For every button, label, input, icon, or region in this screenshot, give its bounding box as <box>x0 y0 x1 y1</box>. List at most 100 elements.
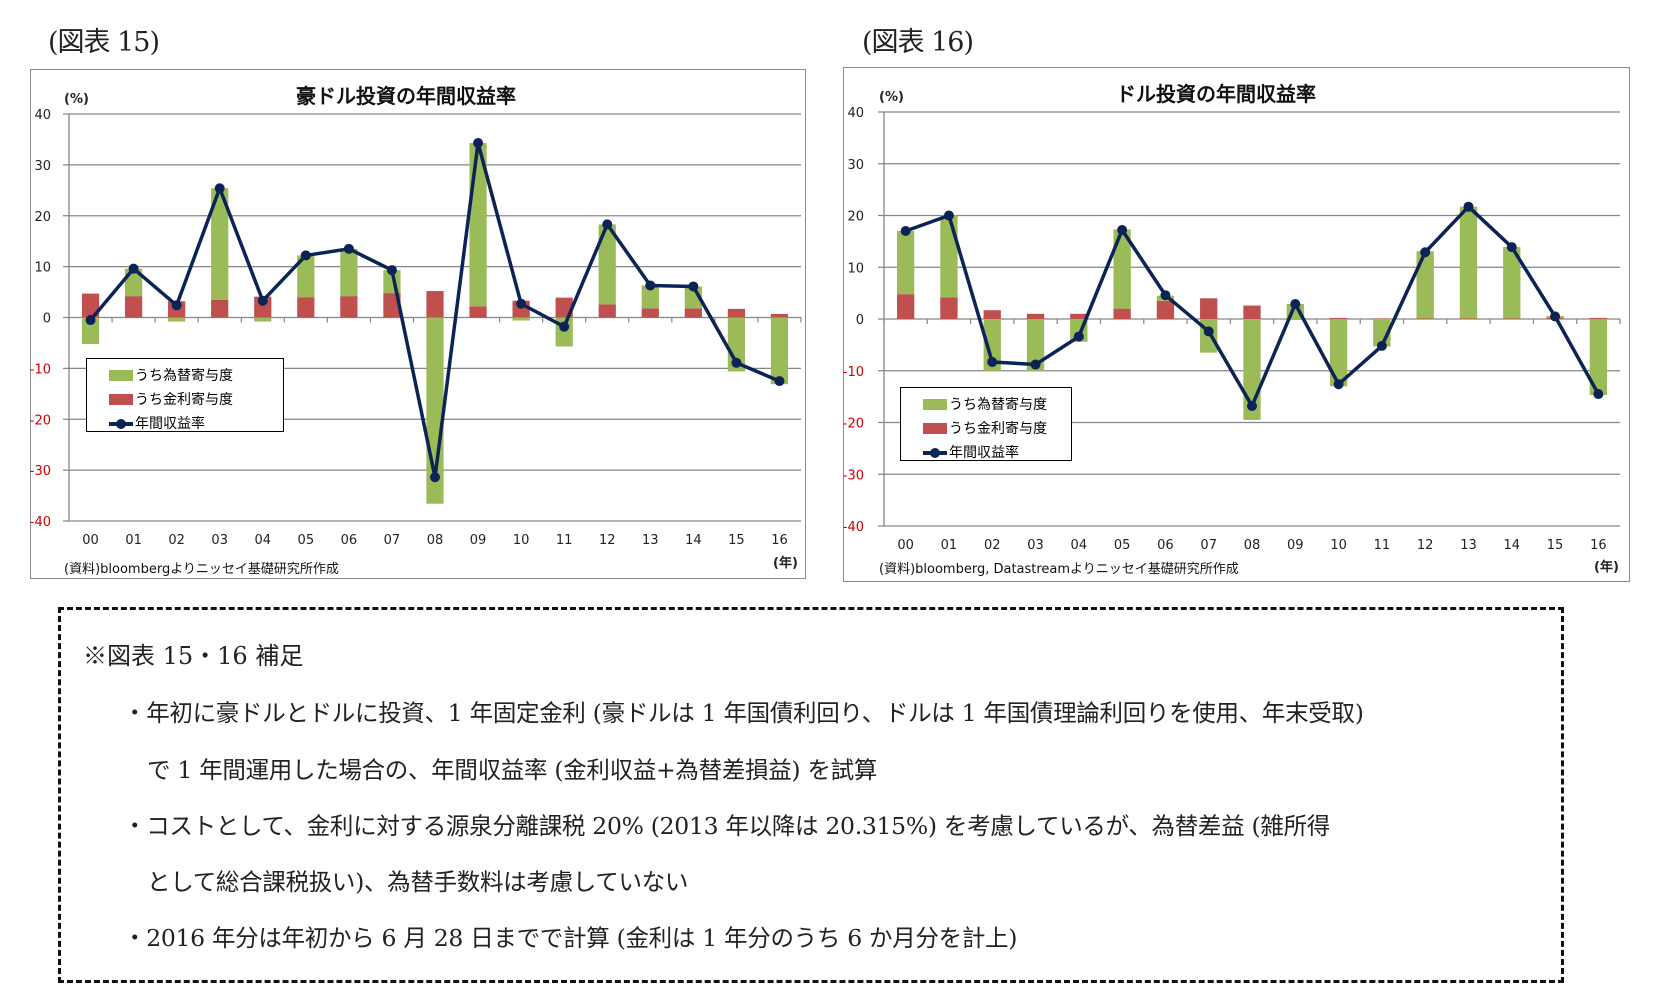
data-point-marker <box>386 265 397 276</box>
line-marker-icon <box>109 418 133 429</box>
x-category-label: 14 <box>1503 538 1520 553</box>
interest-bar <box>469 306 487 318</box>
chart-aud-investment: 豪ドル投資の年間収益率 (%) 40 30 20 10 0 -10 -20 -30 -40 00 0… <box>30 69 806 579</box>
fx-bar <box>940 215 958 298</box>
fx-bar <box>1416 251 1434 319</box>
y-tick-label: -40 <box>30 515 51 530</box>
x-category-label: 03 <box>211 533 228 548</box>
x-category-label: 04 <box>1071 538 1088 553</box>
chart-legend: うち為替寄与度 うち金利寄与度 年間収益率 <box>900 387 1072 461</box>
note-line: で 1 年間運用した場合の、年間収益率 (金利収益+為替差損益) を試算 <box>147 756 878 784</box>
chart-legend: うち為替寄与度 うち金利寄与度 年間収益率 <box>86 358 284 432</box>
data-point-marker <box>943 210 954 221</box>
data-point-marker <box>602 219 613 230</box>
fx-bar <box>896 231 915 295</box>
data-point-marker <box>171 300 182 311</box>
figure-15-label: (図表 15) <box>48 27 160 58</box>
y-tick-label: -30 <box>843 468 864 483</box>
x-category-label: 06 <box>1157 538 1174 553</box>
x-category-label: 12 <box>599 533 616 548</box>
y-axis-unit: (%) <box>879 90 904 105</box>
x-category-label: 10 <box>513 533 530 548</box>
x-category-label: 07 <box>384 533 401 548</box>
data-point-marker <box>1333 379 1344 390</box>
interest-bar <box>1589 317 1608 319</box>
fx-bar <box>1589 319 1608 396</box>
x-category-label: 11 <box>1374 538 1391 553</box>
x-category-label: 00 <box>897 538 914 553</box>
interest-bar <box>1070 313 1088 319</box>
interest-bar <box>426 291 444 318</box>
interest-bar <box>727 308 746 318</box>
fx-bar <box>1503 247 1521 319</box>
data-point-marker <box>987 356 998 367</box>
interest-bar <box>124 296 143 318</box>
interest-bar <box>983 310 1001 319</box>
chart-title: ドル投資の年間収益率 <box>1116 82 1316 106</box>
x-category-label: 04 <box>254 533 271 548</box>
legend-item-total: 年間収益率 <box>923 440 1061 464</box>
data-point-marker <box>128 263 139 274</box>
fx-bar <box>254 317 272 322</box>
x-category-label: 03 <box>1027 538 1044 553</box>
chart-plot: 40 30 20 10 0 -10 -20 -30 -40 00 01 02 03 04 05 06 07 08 0… <box>843 106 1621 553</box>
interest-bar <box>1286 319 1304 320</box>
data-point-marker <box>688 281 699 292</box>
fx-bar <box>641 285 659 309</box>
x-category-label: 05 <box>298 533 315 548</box>
data-point-marker <box>214 183 225 194</box>
fx-bar <box>983 319 1001 371</box>
x-category-label: 00 <box>82 533 99 548</box>
interest-bar <box>1459 318 1478 319</box>
x-axis-unit: (年) <box>773 556 798 571</box>
x-category-label: 02 <box>168 533 185 548</box>
fx-bar <box>1113 229 1131 309</box>
data-point-marker <box>1420 247 1431 258</box>
data-point-marker <box>300 250 311 261</box>
data-point-marker <box>1290 298 1301 309</box>
source-note: (資料)bloombergよりニッセイ基礎研究所作成 <box>64 562 339 577</box>
interest-bar <box>1329 317 1348 319</box>
y-tick-label: 40 <box>34 108 51 123</box>
y-axis-unit: (%) <box>64 92 89 107</box>
data-point-marker <box>731 357 742 368</box>
interest-bar <box>1373 318 1391 319</box>
interest-bar <box>641 308 659 318</box>
interest-bar <box>598 304 616 318</box>
fx-bar <box>81 317 100 344</box>
x-category-label: 12 <box>1417 538 1434 553</box>
legend-item-fx: うち為替寄与度 <box>923 392 1061 416</box>
fx-bar <box>1329 319 1348 387</box>
y-tick-label: -20 <box>30 413 51 428</box>
fx-bar <box>340 248 358 297</box>
y-tick-label: 30 <box>847 158 864 173</box>
data-point-marker <box>1203 326 1214 337</box>
y-tick-label: -10 <box>843 365 864 380</box>
note-line: ・2016 年分は年初から 6 月 28 日までで計算 (金利は 1 年分のうち… <box>123 924 1018 952</box>
fx-bar <box>598 224 616 305</box>
x-category-label: 01 <box>941 538 958 553</box>
interest-bar <box>1416 318 1434 319</box>
x-category-label: 11 <box>556 533 573 548</box>
x-axis-unit: (年) <box>1594 560 1619 575</box>
interest-bar <box>1503 318 1521 319</box>
data-point-marker <box>1160 290 1171 301</box>
x-category-label: 15 <box>728 533 745 548</box>
interest-bar <box>340 296 358 318</box>
data-point-marker <box>257 295 268 306</box>
x-category-label: 09 <box>470 533 487 548</box>
data-point-marker <box>1593 389 1604 400</box>
fx-bar <box>512 317 530 321</box>
note-title: ※図表 15・16 補足 <box>83 642 304 670</box>
x-category-label: 08 <box>427 533 444 548</box>
data-point-marker <box>430 472 440 483</box>
interest-bar <box>896 294 915 319</box>
x-category-label: 13 <box>642 533 659 548</box>
x-category-label: 02 <box>984 538 1001 553</box>
note-line: ・コストとして、金利に対する源泉分離課税 20% (2013 年以降は 20.3… <box>123 812 1330 840</box>
fx-bar <box>1459 206 1478 319</box>
legend-item-interest: うち金利寄与度 <box>109 387 273 411</box>
legend-item-total: 年間収益率 <box>109 411 273 435</box>
fx-swatch-icon <box>923 398 947 410</box>
data-point-marker <box>645 280 656 291</box>
